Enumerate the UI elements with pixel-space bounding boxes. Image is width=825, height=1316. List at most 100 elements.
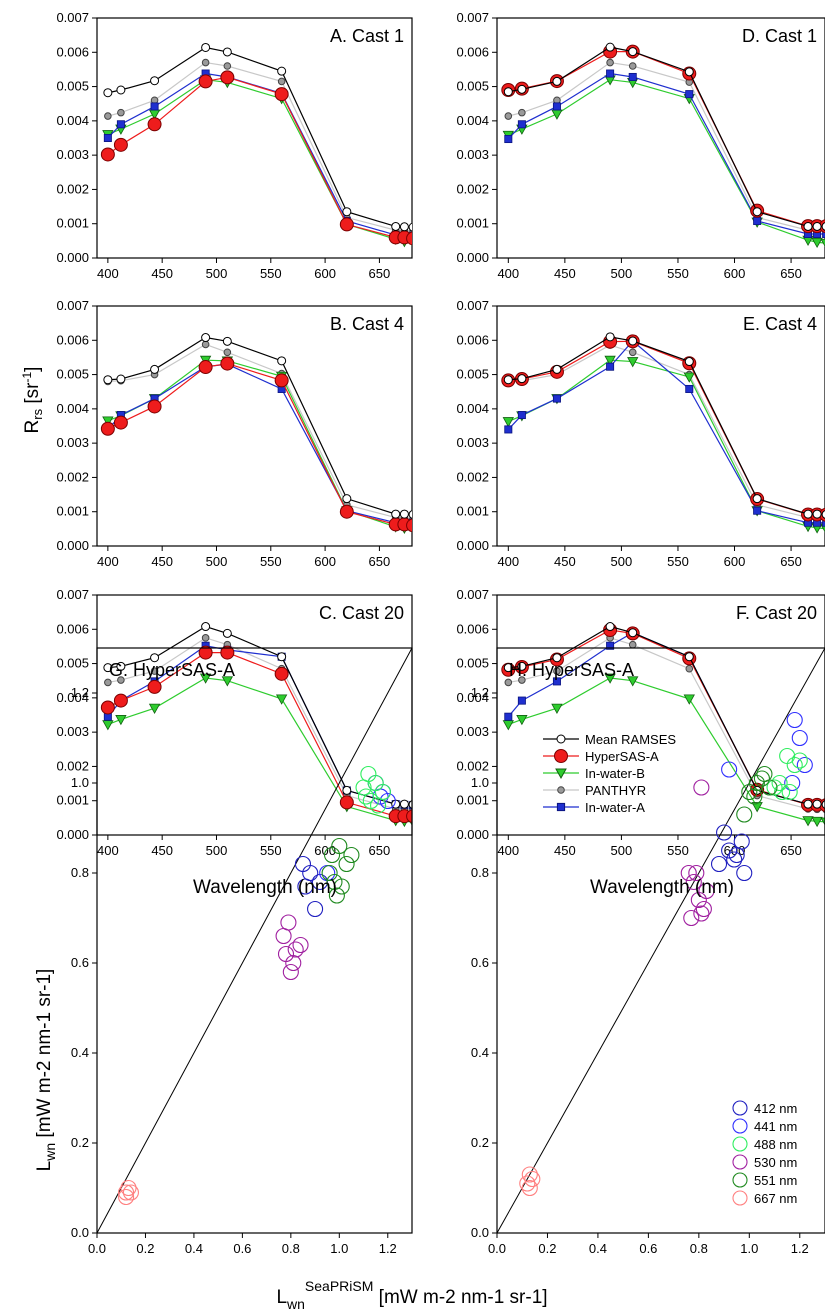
- data-point: [113, 415, 128, 430]
- y-tick-label: 0.007: [56, 10, 89, 25]
- legend-label: Mean RAMSES: [585, 732, 676, 747]
- data-point: [756, 765, 773, 783]
- y-tick-label: 0.2: [471, 1135, 489, 1150]
- y-tick-label: 0.005: [456, 79, 489, 94]
- data-point: [198, 360, 213, 375]
- data-point: [503, 375, 513, 385]
- data-point: [408, 222, 412, 232]
- data-point: [820, 817, 825, 826]
- data-point: [117, 676, 125, 684]
- series-line: [107, 343, 412, 520]
- data-point: [148, 703, 161, 714]
- plot-frame: [496, 305, 825, 547]
- data-point: [274, 373, 289, 388]
- spectral-legend: Mean RAMSES HyperSAS-A In-water-B PANTHYR In…: [543, 732, 676, 815]
- y-tick-label: 0.000: [56, 538, 89, 553]
- y-tick-label: 0.002: [56, 181, 89, 196]
- data-point: [504, 712, 513, 721]
- data-point: [516, 715, 528, 726]
- data-point: [147, 399, 162, 414]
- data-point: [791, 729, 808, 747]
- legend-label: PANTHYR: [585, 783, 646, 798]
- data-point: [684, 652, 694, 662]
- data-point: [521, 1179, 538, 1197]
- data-point: [685, 873, 702, 891]
- data-point: [811, 237, 823, 249]
- one-to-one-line: [96, 647, 413, 1234]
- panel-title: B. Cast 4: [330, 314, 404, 334]
- data-point: [147, 117, 162, 132]
- y-tick-label: 0.000: [456, 827, 489, 842]
- data-point: [781, 783, 798, 801]
- data-point: [504, 678, 513, 687]
- panel-title: C. Cast 20: [319, 603, 404, 623]
- data-point: [774, 783, 791, 801]
- series-line: [107, 359, 412, 530]
- plot-frame: [496, 17, 825, 259]
- plot-frame: [496, 594, 825, 836]
- y-tick-label: 1.0: [471, 775, 489, 790]
- data-point: [680, 864, 697, 882]
- data-point: [551, 703, 563, 714]
- data-point: [552, 394, 561, 403]
- data-point: [552, 677, 561, 686]
- data-point: [150, 76, 160, 86]
- y-tick-label: 0.000: [56, 250, 89, 265]
- x-tick-label: 450: [554, 266, 576, 281]
- y-tick-label: 0.001: [456, 793, 489, 808]
- x-tick-label: 400: [97, 266, 119, 281]
- y-tick-label: 0.005: [56, 656, 89, 671]
- legend-marker: [732, 1172, 748, 1188]
- x-tick-label: 550: [260, 266, 282, 281]
- legend-marker: [732, 1100, 748, 1116]
- data-point: [391, 221, 401, 231]
- data-point: [628, 348, 637, 357]
- data-point: [721, 842, 738, 859]
- series-line: [507, 72, 825, 235]
- y-tick-label: 0.004: [456, 690, 489, 705]
- y-tick-label: 0.006: [456, 621, 489, 636]
- data-point: [685, 384, 694, 393]
- data-point: [605, 622, 615, 632]
- y-tick-label: 0.002: [56, 469, 89, 484]
- data-point: [331, 837, 348, 855]
- series-line: [107, 362, 412, 526]
- data-point: [822, 518, 825, 527]
- panel-title: G. HyperSAS-A: [109, 660, 235, 680]
- y-tick-label: 0.007: [456, 10, 489, 25]
- series-line: [508, 46, 825, 228]
- x-tick-label: 600: [724, 554, 746, 569]
- data-point: [391, 509, 401, 519]
- data-point: [752, 494, 762, 504]
- y-tick-label: 1.2: [471, 685, 489, 700]
- data-point: [698, 882, 715, 900]
- data-point: [343, 846, 360, 864]
- scatter-panel: 0.00.0 0.2 0.2 0.4 0.4 0.6 0.6 0.8 0.8 1.0 1.0 1.2 1…: [71, 647, 413, 1256]
- data-point: [606, 58, 614, 67]
- wavelength-x-label-right: Wavelength (nm): [590, 877, 734, 898]
- x-tick-label: 650: [369, 266, 391, 281]
- data-point: [504, 112, 513, 120]
- data-point: [342, 494, 352, 504]
- y-tick-label: 0.4: [471, 1045, 489, 1060]
- data-point: [695, 900, 712, 918]
- data-point: [355, 779, 372, 796]
- data-point: [517, 696, 526, 705]
- data-point: [524, 1170, 541, 1188]
- data-point: [803, 221, 813, 231]
- x-tick-label: 500: [611, 554, 633, 569]
- legend-label: 412 nm: [754, 1101, 797, 1116]
- x-tick-label: 500: [206, 843, 228, 858]
- data-point: [502, 417, 514, 428]
- data-point: [406, 809, 412, 824]
- data-point: [518, 676, 526, 684]
- data-point: [222, 47, 232, 57]
- data-point: [198, 645, 213, 660]
- data-point: [103, 375, 113, 385]
- data-point: [504, 425, 513, 434]
- y-tick-label: 0.005: [56, 79, 89, 94]
- x-tick-label: 400: [497, 843, 519, 858]
- data-point: [333, 878, 350, 895]
- data-point: [604, 673, 616, 684]
